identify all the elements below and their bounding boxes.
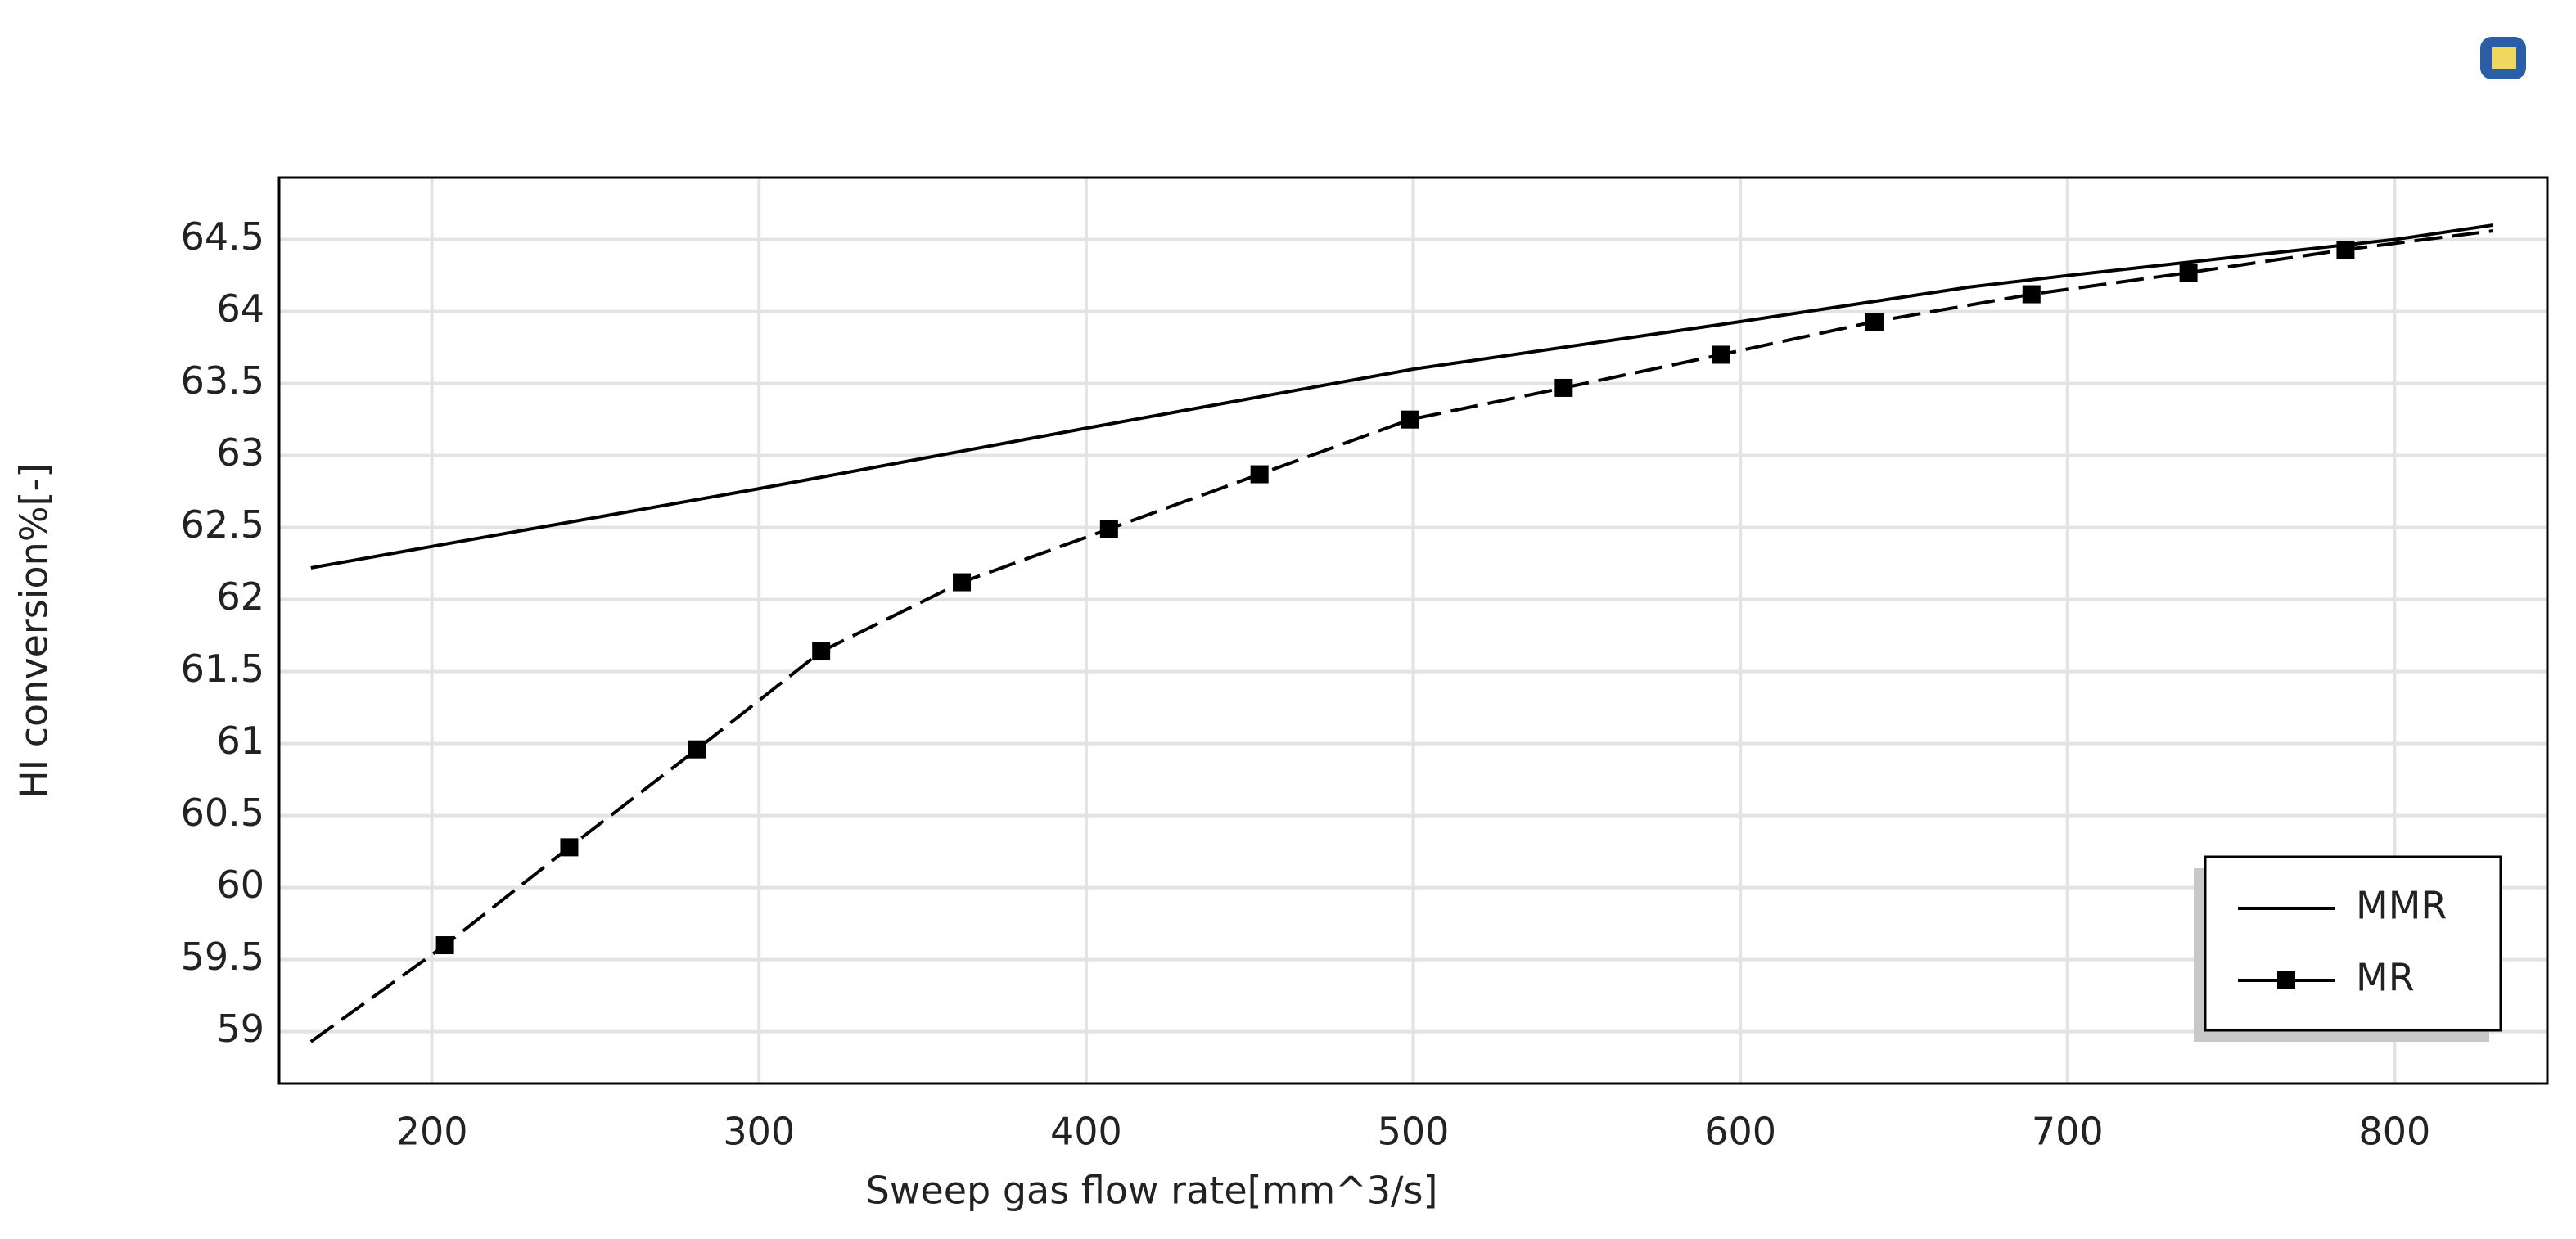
marker xyxy=(953,573,972,592)
plot-frame xyxy=(277,176,2549,1085)
marker xyxy=(2022,285,2041,304)
y-tick-label: 60.5 xyxy=(181,791,264,835)
y-tick-label: 59 xyxy=(216,1007,264,1051)
marker xyxy=(2336,240,2355,259)
legend-marker xyxy=(2277,971,2295,989)
legend-label: MMR xyxy=(2356,884,2447,928)
app-icon-inner xyxy=(2492,47,2516,69)
y-tick-label: 63.5 xyxy=(181,358,264,403)
x-tick-label: 600 xyxy=(1704,1110,1776,1154)
x-axis-label: Sweep gas flow rate[mm^3/s] xyxy=(866,1169,1438,1213)
marker xyxy=(2179,264,2198,282)
legend xyxy=(2204,855,2502,1032)
marker xyxy=(1865,312,1884,331)
y-tick-label: 63 xyxy=(216,430,264,475)
marker xyxy=(560,838,579,857)
marker xyxy=(812,642,831,661)
y-tick-label: 59.5 xyxy=(181,935,264,979)
x-tick-label: 400 xyxy=(1050,1110,1122,1154)
marker xyxy=(1401,410,1419,429)
x-tick-label: 300 xyxy=(723,1110,795,1154)
y-tick-label: 61 xyxy=(216,719,264,763)
y-tick-label: 64 xyxy=(216,286,264,331)
y-tick-label: 62.5 xyxy=(181,502,264,547)
marker xyxy=(1250,465,1269,484)
x-tick-label: 700 xyxy=(2032,1110,2104,1154)
x-tick-label: 800 xyxy=(2358,1110,2430,1154)
y-tick-label: 60 xyxy=(216,863,264,907)
marker xyxy=(1554,378,1573,397)
marker xyxy=(688,740,706,759)
marker xyxy=(1099,520,1118,538)
y-tick-label: 61.5 xyxy=(181,647,264,691)
x-tick-label: 200 xyxy=(396,1110,468,1154)
y-axis-label: HI conversion%[-] xyxy=(12,463,56,799)
marker xyxy=(1712,345,1730,364)
x-tick-label: 500 xyxy=(1378,1110,1450,1154)
line xyxy=(310,223,2493,570)
y-tick-label: 62 xyxy=(216,574,264,619)
y-tick-label: 64.5 xyxy=(181,214,264,259)
legend-label: MR xyxy=(2356,956,2415,1000)
line xyxy=(309,229,2493,1043)
marker xyxy=(435,936,454,955)
